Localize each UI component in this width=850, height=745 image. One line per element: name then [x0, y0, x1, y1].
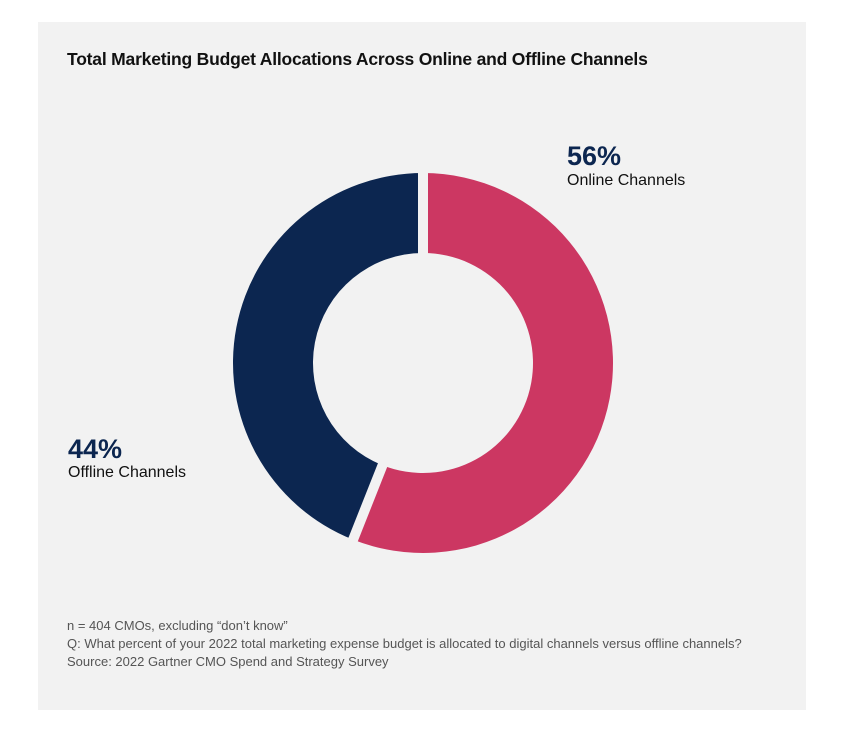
slice-separator [346, 459, 389, 546]
donut-slice-offline-channels [232, 173, 423, 540]
footnotes: n = 404 CMOs, excluding “don’t know” Q: … [67, 617, 747, 671]
donut-slice-online-channels [353, 173, 613, 553]
chart-title: Total Marketing Budget Allocations Acros… [67, 49, 648, 69]
footnote-source: Source: 2022 Gartner CMO Spend and Strat… [67, 654, 389, 669]
offline-percent-label: 44% [68, 434, 123, 464]
footnote-question: Q: What percent of your 2022 total marke… [67, 636, 742, 651]
donut-chart [232, 169, 613, 553]
footnote-sample: n = 404 CMOs, excluding “don’t know” [67, 618, 288, 633]
online-percent-label: 56% [567, 141, 622, 171]
online-category-label: Online Channels [567, 172, 686, 189]
offline-category-label: Offline Channels [68, 464, 186, 481]
chart-panel: Total Marketing Budget Allocations Acros… [38, 22, 806, 710]
